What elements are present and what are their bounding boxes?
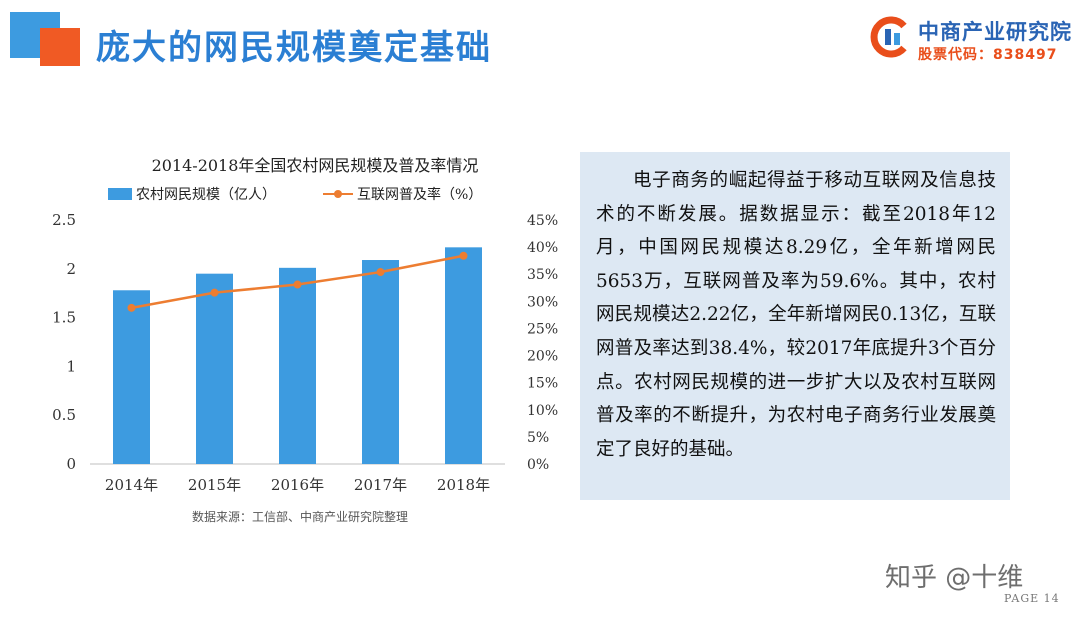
- source-note: 数据来源：工信部、中商产业研究院整理: [191, 510, 408, 524]
- y-left-tick-label: 1: [66, 357, 76, 375]
- summary-text-box: 电子商务的崛起得益于移动互联网及信息技术的不断发展。据数据显示：截至2018年1…: [580, 152, 1010, 500]
- y-right-tick-label: 25%: [527, 321, 558, 337]
- legend-bar-swatch: [108, 188, 132, 200]
- line-point: [293, 280, 302, 289]
- header-decoration-orange: [40, 28, 80, 66]
- bar: [196, 273, 233, 464]
- line-point: [459, 251, 468, 260]
- x-tick-label: 2018年: [437, 476, 490, 494]
- page-number: PAGE 14: [1004, 592, 1060, 605]
- y-left-tick-label: 1.5: [52, 309, 76, 327]
- chart-title: 2014-2018年全国农村网民规模及普及率情况: [151, 156, 479, 175]
- bar: [445, 247, 482, 464]
- y-right-tick-label: 40%: [527, 240, 558, 256]
- y-left-tick-label: 0.5: [52, 406, 76, 424]
- y-right-tick-label: 5%: [527, 430, 549, 446]
- x-tick-label: 2014年: [105, 476, 158, 494]
- summary-text: 电子商务的崛起得益于移动互联网及信息技术的不断发展。据数据显示：截至2018年1…: [596, 170, 996, 460]
- line-point: [210, 288, 219, 297]
- logo-company-name: 中商产业研究院: [918, 20, 1072, 44]
- legend-label-bar: 农村网民规模（亿人）: [136, 187, 276, 203]
- legend-item-line: 互联网普及率（%）: [323, 184, 482, 204]
- y-right-tick-label: 20%: [527, 349, 558, 365]
- logo-mark-icon: [870, 16, 907, 58]
- bar: [279, 267, 316, 464]
- y-left-tick-label: 0: [66, 455, 76, 473]
- y-left-tick-label: 2: [66, 260, 76, 278]
- bar: [113, 290, 150, 464]
- line-point: [376, 268, 385, 277]
- bar: [362, 260, 399, 464]
- y-right-tick-label: 30%: [527, 294, 558, 310]
- y-right-tick-label: 45%: [527, 213, 558, 229]
- legend-item-bar: 农村网民规模（亿人）: [108, 184, 276, 204]
- company-logo: 中商产业研究院 股票代码：838497: [868, 14, 1071, 64]
- footer-watermark: 知乎 @十维: [885, 563, 1024, 593]
- legend-label-line: 互联网普及率（%）: [357, 187, 483, 203]
- x-tick-label: 2015年: [188, 476, 241, 494]
- x-tick-label: 2017年: [354, 476, 407, 494]
- y-right-tick-label: 10%: [527, 403, 558, 419]
- y-right-tick-label: 0%: [527, 457, 549, 473]
- slide-title: 庞大的网民规模奠定基础: [96, 28, 492, 68]
- y-left-tick-label: 2.5: [52, 211, 76, 229]
- y-right-tick-label: 15%: [527, 376, 558, 392]
- x-tick-label: 2016年: [271, 476, 324, 494]
- line-point: [127, 303, 136, 312]
- chart: 0 0.5 1 1.5 2 2.5 0% 5% 10% 15% 20% 25% 30% 35% 40% 45%…: [52, 211, 558, 494]
- legend-line-swatch: [323, 188, 353, 200]
- y-right-tick-label: 35%: [527, 267, 558, 283]
- chart-legend: 农村网民规模（亿人） 互联网普及率（%）: [108, 184, 528, 204]
- logo-stock-code: 股票代码：838497: [918, 47, 1058, 63]
